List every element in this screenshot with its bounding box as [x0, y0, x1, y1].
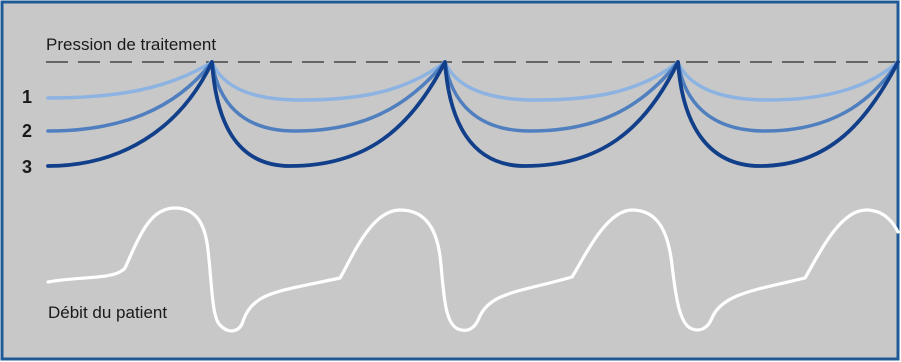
- curve-label-1: 1: [22, 87, 32, 107]
- curve-label-2: 2: [22, 121, 32, 141]
- pressure-curve-3: [46, 60, 900, 168]
- treatment-pressure-label: Pression de traitement: [46, 35, 216, 54]
- curve-label-3: 3: [22, 157, 32, 177]
- patient-flow-curve: [46, 206, 900, 333]
- patient-flow-label: Débit du patient: [48, 303, 167, 322]
